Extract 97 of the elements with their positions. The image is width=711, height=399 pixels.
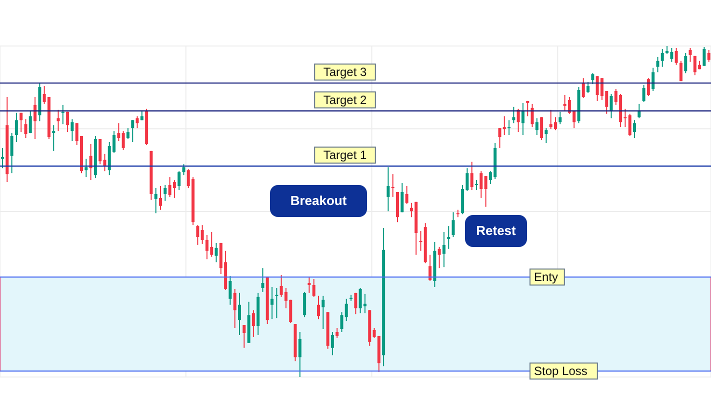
candlestick: [10, 132, 14, 174]
candlestick: [172, 180, 176, 198]
candlestick: [340, 312, 344, 332]
candlestick: [14, 112, 18, 142]
candlestick: [261, 268, 264, 292]
candlestick: [252, 310, 255, 338]
candlestick: [84, 158, 88, 178]
candlestick: [136, 116, 139, 129]
candlestick: [122, 130, 125, 150]
candlestick: [56, 109, 60, 132]
candlestick: [526, 100, 530, 117]
candlestick: [512, 106, 516, 124]
candlestick: [298, 331, 302, 377]
candlestick: [558, 111, 562, 125]
candlestick: [684, 52, 688, 74]
candlestick: [391, 174, 394, 198]
ref-line-label: Enty: [534, 270, 558, 284]
candlestick: [270, 286, 274, 320]
candlestick: [642, 84, 646, 102]
candlestick: [228, 276, 232, 306]
candlestick: [475, 180, 478, 190]
ref-line-label: Stop Loss: [534, 364, 588, 378]
candlestick: [164, 184, 167, 202]
candlestick: [178, 170, 181, 190]
candlestick: [24, 118, 28, 139]
candlestick: [61, 104, 64, 125]
candlestick: [544, 128, 548, 144]
candlestick: [438, 246, 441, 269]
candlestick: [275, 287, 278, 319]
candlestick: [702, 46, 706, 66]
candlestick: [66, 111, 70, 133]
candlestick: [214, 242, 218, 263]
candlestick: [540, 116, 544, 141]
candlestick: [200, 224, 204, 244]
candlestick: [52, 124, 56, 152]
candlestick: [535, 118, 538, 136]
candlestick: [233, 288, 236, 329]
candlestick: [498, 128, 502, 148]
candlestick: [196, 224, 200, 246]
candlestick: [679, 60, 682, 82]
candlestick: [405, 186, 408, 204]
candlestick: [516, 108, 520, 133]
candlestick: [400, 182, 404, 213]
candlestick: [330, 331, 334, 356]
candlestick: [28, 110, 32, 134]
candlestick: [312, 278, 316, 298]
candlestick: [308, 276, 311, 294]
candlestick: [442, 232, 446, 268]
candlestick: [470, 161, 474, 190]
candlestick: [586, 82, 590, 94]
candlestick: [610, 93, 613, 119]
candlestick: [633, 120, 636, 139]
candlestick: [707, 49, 710, 62]
candlestick: [508, 120, 511, 136]
candlestick: [322, 295, 325, 330]
candlestick: [674, 47, 678, 66]
candlestick: [70, 118, 74, 142]
candlestick: [242, 324, 246, 348]
candlestick: [480, 170, 483, 198]
annotation: Breakout: [270, 185, 367, 217]
candlestick: [484, 176, 488, 208]
candlestick: [336, 328, 339, 338]
candlestick: [354, 292, 358, 315]
ref-line-label: Target 1: [323, 148, 368, 162]
candlestick: [131, 120, 134, 142]
candlestick: [419, 230, 422, 252]
candlestick: [20, 112, 23, 133]
candlestick: [652, 67, 655, 92]
ref-line-label: Target 3: [323, 65, 368, 80]
candlestick: [591, 72, 594, 85]
candlestick: [182, 164, 186, 176]
candlestick: [628, 113, 632, 137]
candlestick: [126, 128, 130, 140]
candlestick: [1, 147, 4, 169]
candlestick: [238, 292, 241, 336]
candlestick: [34, 96, 37, 140]
candlestick: [582, 78, 585, 98]
candlestick: [688, 47, 692, 62]
candlestick: [530, 103, 534, 128]
candlestick: [502, 116, 506, 136]
annotation: Retest: [465, 215, 527, 247]
candlestick: [447, 226, 450, 250]
candlestick: [159, 186, 162, 210]
ref-line-label: Target 2: [323, 92, 368, 107]
candlestick: [646, 78, 650, 96]
candlestick: [656, 56, 660, 73]
candlestick: [428, 254, 432, 282]
candlestick: [317, 295, 320, 320]
candlestick: [154, 188, 158, 214]
candlestick: [303, 291, 306, 318]
candlestick: [344, 298, 348, 322]
candlestick: [660, 48, 664, 68]
candlestick: [98, 138, 102, 165]
candlestick: [452, 212, 455, 238]
candlestick: [386, 166, 390, 212]
candlestick: [521, 102, 524, 136]
candlestick: [117, 122, 120, 142]
